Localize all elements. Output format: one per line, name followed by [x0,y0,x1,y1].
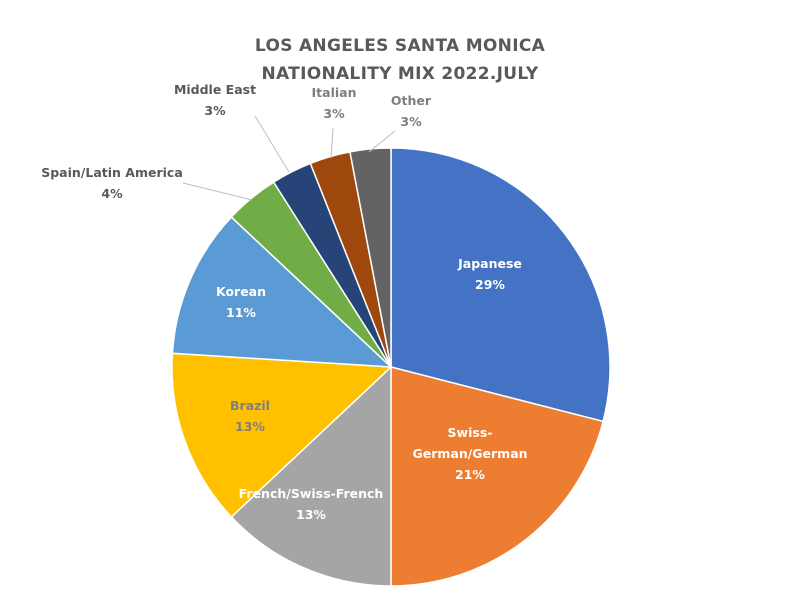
pie-slice [390,147,611,423]
pie-slice [349,147,392,368]
slice-label: Swiss-German/German 21% [412,425,527,482]
leader-line [254,115,290,173]
slice-label: French/Swiss-French 13% [239,486,384,522]
leader-line [330,127,334,159]
slice-label: Brazil 13% [230,398,270,434]
pie-slice [230,365,392,587]
slice-label: Middle East 3% [174,82,256,118]
chart-title-line-1: LOS ANGELES SANTA MONICA [254,36,546,56]
pie-slice [390,366,605,587]
leader-line [368,130,396,153]
slice-label: Korean 11% [216,284,266,320]
slice-label: Japanese 29% [457,256,522,292]
chart-title-line-2: NATIONALITY MIX 2022.JULY [261,64,539,84]
pie-slice [171,216,394,368]
slice-label: Spain/Latin America 4% [41,165,183,201]
slice-label: Other 3% [391,93,432,129]
leader-line [182,182,253,201]
slice-label: Italian 3% [312,85,357,121]
pie-slice [171,352,393,518]
